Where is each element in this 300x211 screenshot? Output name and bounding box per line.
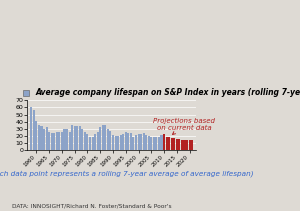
Bar [155, 137, 158, 150]
Bar [86, 134, 88, 150]
Bar [66, 129, 68, 150]
Text: DATA: INNOSIGHT/Richard N. Foster/Standard & Poor's: DATA: INNOSIGHT/Richard N. Foster/Standa… [12, 204, 172, 209]
Bar [145, 135, 147, 150]
Bar [176, 139, 178, 150]
Bar [48, 132, 50, 150]
Bar [120, 135, 122, 150]
Bar [74, 126, 76, 150]
Bar [53, 133, 55, 150]
Bar [178, 139, 180, 150]
Bar [173, 138, 175, 150]
Bar [127, 133, 129, 150]
Bar [135, 135, 137, 150]
Bar [125, 132, 127, 150]
Bar [163, 134, 165, 150]
Bar [56, 132, 58, 150]
Bar [46, 127, 48, 150]
Bar [153, 137, 155, 150]
Bar [148, 136, 150, 150]
Bar [61, 132, 63, 150]
Bar [189, 140, 190, 150]
Bar [181, 140, 183, 150]
Bar [38, 125, 40, 150]
Bar [89, 137, 91, 150]
Bar [115, 136, 117, 150]
Bar [30, 107, 32, 150]
Bar [132, 137, 134, 150]
Legend: Average company lifespan on S&P Index in years (rolling 7-year average): Average company lifespan on S&P Index in… [20, 85, 300, 100]
Bar [137, 134, 140, 150]
Bar [71, 125, 73, 150]
Bar [130, 133, 132, 150]
Bar [191, 140, 193, 150]
Bar [122, 134, 124, 150]
Bar [142, 133, 145, 150]
Bar [184, 140, 185, 150]
Bar [104, 125, 106, 150]
Bar [117, 136, 119, 150]
Bar [110, 131, 112, 150]
Bar [107, 129, 109, 150]
Bar [79, 126, 81, 150]
Bar [140, 134, 142, 150]
Bar [150, 137, 152, 150]
Bar [69, 132, 70, 150]
Bar [64, 129, 65, 150]
Bar [97, 132, 99, 150]
Bar [94, 134, 96, 150]
Bar [92, 137, 94, 150]
Bar [99, 127, 101, 150]
Bar [43, 129, 45, 150]
Bar [166, 137, 168, 150]
Bar [171, 138, 173, 150]
Bar [168, 137, 170, 150]
Bar [40, 126, 43, 150]
Bar [35, 121, 38, 150]
Bar [160, 135, 163, 150]
Bar [112, 135, 114, 150]
Bar [76, 126, 78, 150]
Bar [186, 140, 188, 150]
Bar [58, 132, 60, 150]
Bar [102, 125, 104, 150]
Bar [33, 110, 35, 150]
Text: Projections based
on current data: Projections based on current data [154, 118, 215, 134]
X-axis label: Year (each data point represents a rolling 7-year average of average lifespan): Year (each data point represents a rolli… [0, 170, 254, 177]
Bar [81, 129, 83, 150]
Bar [158, 137, 160, 150]
Bar [84, 132, 86, 150]
Bar [51, 133, 53, 150]
